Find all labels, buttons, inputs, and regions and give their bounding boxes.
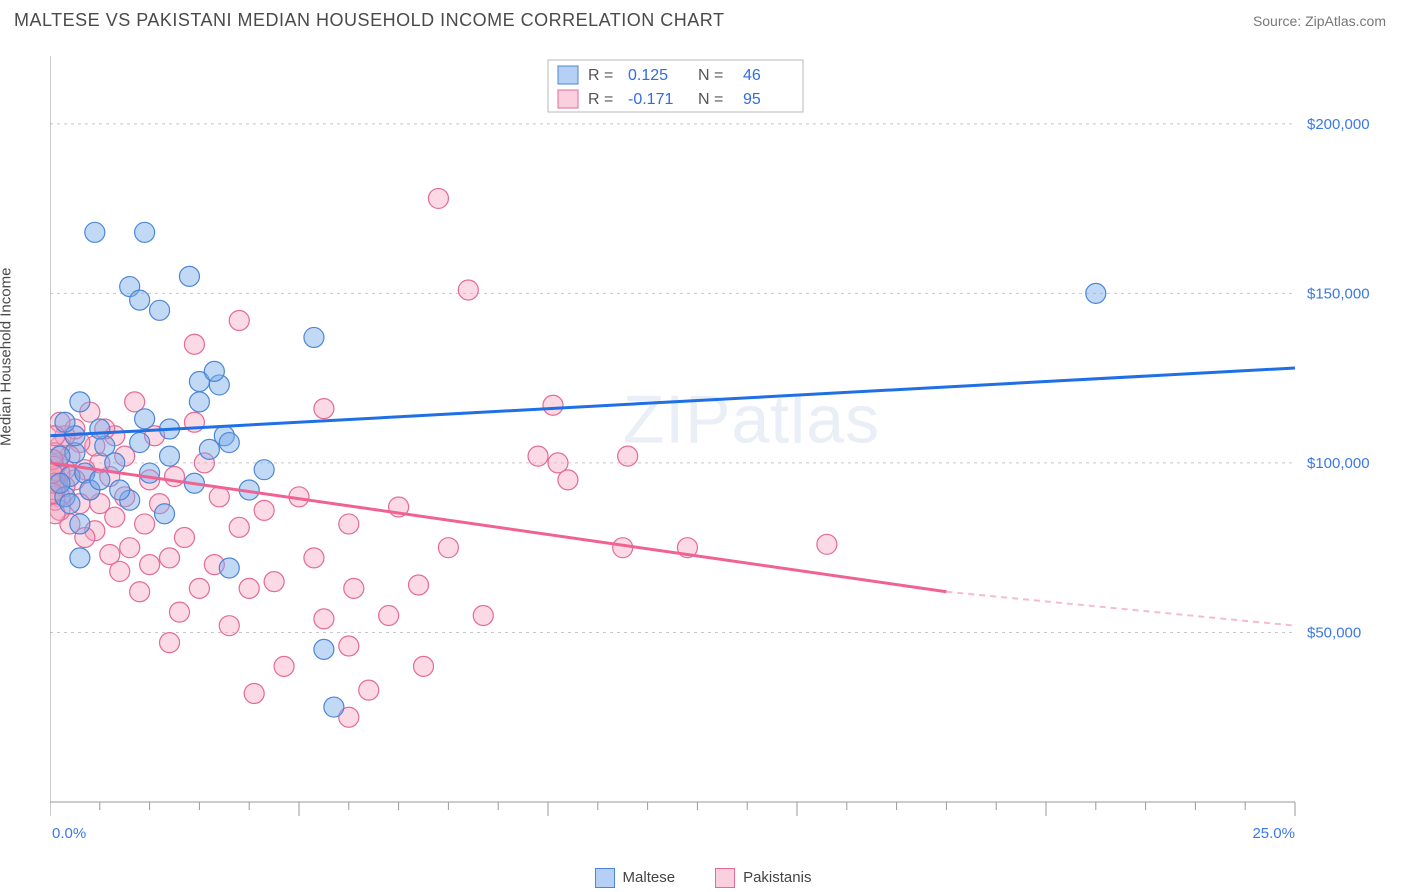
svg-text:N =: N = [698,67,723,84]
legend-bottom: Maltese Pakistanis [0,868,1406,888]
svg-text:R =: R = [588,67,613,84]
swatch-blue-icon [595,868,615,888]
legend-maltese-label: Maltese [623,869,676,886]
chart-header: MALTESE VS PAKISTANI MEDIAN HOUSEHOLD IN… [0,0,1406,31]
svg-text:95: 95 [743,91,761,108]
svg-text:46: 46 [743,67,761,84]
svg-text:0.0%: 0.0% [52,825,86,842]
y-axis-label: Median Household Income [0,268,15,446]
swatch-pink-icon [715,868,735,888]
svg-text:$150,000: $150,000 [1307,285,1370,302]
svg-text:0.125: 0.125 [628,67,668,84]
source-label: Source: ZipAtlas.com [1253,13,1386,29]
scatter-chart-svg: ZIPatlas0.0%25.0%$50,000$100,000$150,000… [50,46,1390,846]
legend-pakistanis-label: Pakistanis [743,869,811,886]
svg-text:$50,000: $50,000 [1307,624,1361,641]
svg-text:$200,000: $200,000 [1307,116,1370,133]
svg-text:$100,000: $100,000 [1307,455,1370,472]
chart-area: ZIPatlas0.0%25.0%$50,000$100,000$150,000… [50,46,1390,846]
chart-title: MALTESE VS PAKISTANI MEDIAN HOUSEHOLD IN… [14,10,724,31]
legend-maltese: Maltese [595,868,676,888]
legend-pakistanis: Pakistanis [715,868,811,888]
svg-text:R =: R = [588,91,613,108]
svg-text:N =: N = [698,91,723,108]
svg-text:25.0%: 25.0% [1252,825,1295,842]
svg-text:-0.171: -0.171 [628,91,673,108]
